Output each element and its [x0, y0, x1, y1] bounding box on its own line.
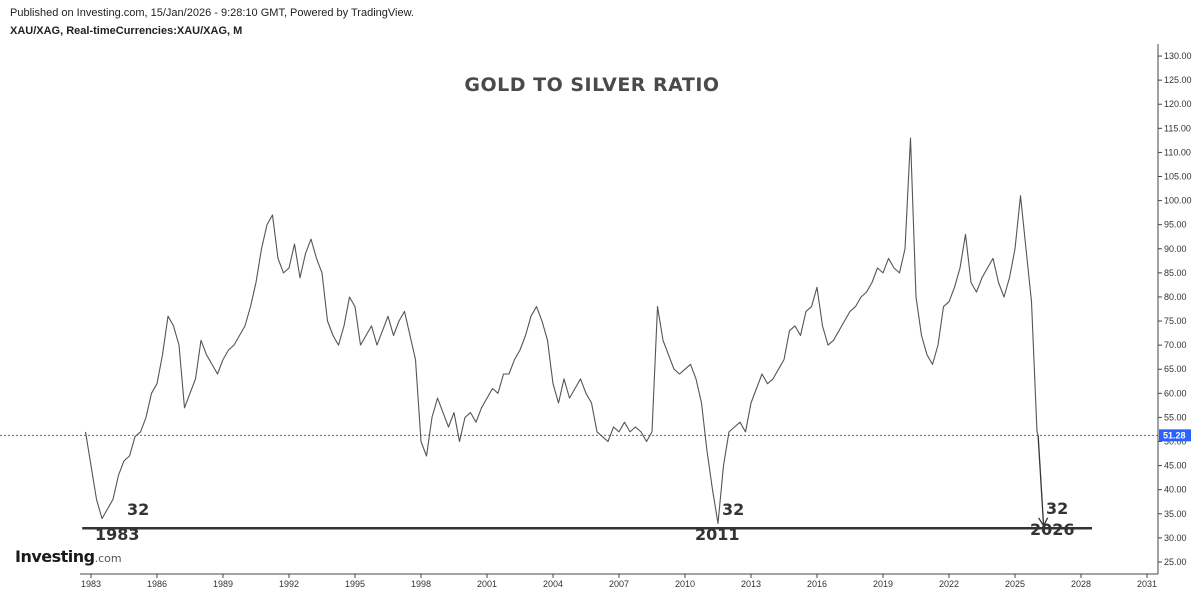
- y-tick-label: 80.00: [1164, 292, 1187, 302]
- current-price-badge: [1159, 429, 1191, 442]
- x-tick-label: 2004: [543, 579, 563, 589]
- y-tick-label: 100.00: [1164, 196, 1192, 206]
- annotation-value-1983: 32: [127, 500, 149, 519]
- y-tick-label: 65.00: [1164, 364, 1187, 374]
- annotation-year-1983: 1983: [95, 525, 140, 544]
- axes-layer: 25.00 30.00 35.00 40.00 45.00 50.00 55.00 60.00…: [80, 44, 1192, 589]
- series-line-xau-xag[interactable]: [84, 137, 1039, 524]
- y-tick-label: 25.00: [1164, 557, 1187, 567]
- y-tick-label: 125.00: [1164, 75, 1192, 85]
- x-tick-label: 2013: [741, 579, 761, 589]
- y-tick-label: 55.00: [1164, 412, 1187, 422]
- logo-main: Investing: [15, 547, 95, 566]
- annotation-year-2026: 2026: [1030, 520, 1075, 539]
- projection-arrow-head: [1038, 517, 1049, 528]
- x-tick-label: 2016: [807, 579, 827, 589]
- marks-layer: [0, 137, 1158, 530]
- y-tick-label: 50.00: [1164, 437, 1187, 447]
- y-tick-label: 85.00: [1164, 268, 1187, 278]
- x-tick-label: 2010: [675, 579, 695, 589]
- chart-title: GOLD TO SILVER RATIO: [464, 74, 719, 96]
- published-caption: Published on Investing.com, 15/Jan/2026 …: [10, 7, 414, 19]
- y-tick-label: 30.00: [1164, 533, 1187, 543]
- y-tick-label: 105.00: [1164, 172, 1192, 182]
- y-tick-label: 90.00: [1164, 244, 1187, 254]
- x-tick-label: 2019: [873, 579, 893, 589]
- y-tick-label: 70.00: [1164, 340, 1187, 350]
- y-tick-label: 35.00: [1164, 509, 1187, 519]
- symbol-caption: XAU/XAG, Real-timeCurrencies:XAU/XAG, M: [10, 25, 243, 37]
- y-tick-label: 120.00: [1164, 99, 1192, 109]
- y-tick-label: 115.00: [1164, 123, 1191, 133]
- x-tick-label: 1992: [279, 579, 299, 589]
- y-tick-label: 60.00: [1164, 388, 1187, 398]
- investing-logo: Investing.com: [15, 547, 122, 566]
- y-tick-label: 40.00: [1164, 485, 1187, 495]
- projection-arrow-line: [1037, 435, 1045, 526]
- annotation-value-2026: 32: [1046, 499, 1068, 518]
- annotation-value-2011: 32: [722, 500, 744, 519]
- x-tick-label: 2022: [939, 579, 959, 589]
- labels-layer: GOLD TO SILVER RATIO 32 1983 32 2011 32 2026 51…: [95, 74, 1191, 544]
- annotation-year-2011: 2011: [695, 525, 740, 544]
- x-tick-label: 1998: [411, 579, 431, 589]
- x-tick-label: 2028: [1071, 579, 1091, 589]
- x-tick-label: 2007: [609, 579, 629, 589]
- x-tick-label: 2025: [1005, 579, 1025, 589]
- x-tick-label: 1995: [345, 579, 365, 589]
- y-tick-label: 45.00: [1164, 461, 1187, 471]
- y-tick-label: 130.00: [1164, 51, 1192, 61]
- current-price-label: 51.28: [1163, 430, 1186, 440]
- x-tick-label: 1983: [81, 579, 101, 589]
- x-tick-label: 1989: [213, 579, 233, 589]
- y-tick-label: 110.00: [1164, 147, 1191, 157]
- x-tick-label: 2001: [477, 579, 497, 589]
- x-tick-label: 2031: [1137, 579, 1157, 589]
- y-tick-label: 75.00: [1164, 316, 1187, 326]
- y-tick-label: 95.00: [1164, 220, 1187, 230]
- logo-suffix: .com: [94, 552, 122, 565]
- x-tick-label: 1986: [147, 579, 167, 589]
